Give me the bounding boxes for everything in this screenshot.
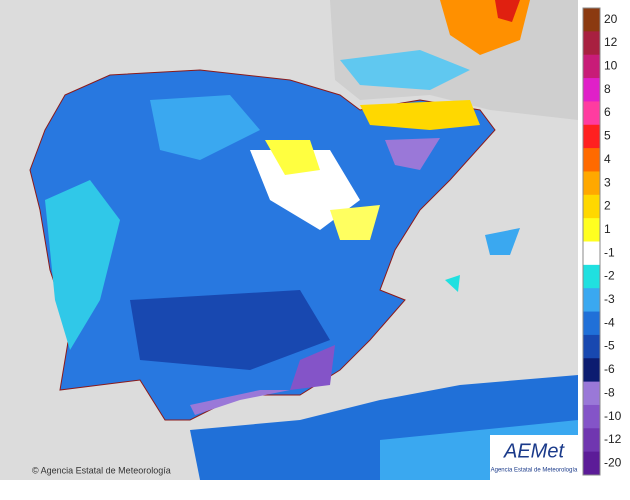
legend-swatch: [583, 8, 600, 32]
legend-label: -8: [604, 385, 615, 399]
legend-label: 10: [604, 59, 618, 73]
island: [445, 275, 460, 292]
legend-label: 4: [604, 152, 611, 166]
cool-area: [340, 50, 470, 90]
legend-label: -20: [604, 455, 622, 469]
legend-swatch: [583, 381, 600, 406]
legend-swatch: [583, 31, 600, 56]
legend-swatch: [583, 124, 600, 149]
legend-swatch: [583, 218, 600, 242]
legend-swatch: [583, 358, 600, 383]
legend-label: 8: [604, 82, 611, 96]
legend-label: 5: [604, 129, 611, 143]
legend-label: 3: [604, 175, 611, 189]
logo: AEMet: [503, 440, 565, 462]
lightblue-area: [150, 95, 260, 160]
legend-label: -12: [604, 432, 622, 446]
purple-area: [290, 345, 335, 390]
legend-swatch: [583, 428, 600, 453]
logo-subtitle: Agencia Estatal de Meteorología: [491, 468, 578, 474]
legend-swatch: [583, 101, 600, 126]
legend-label: 20: [604, 12, 618, 26]
legend-swatch: [583, 148, 600, 172]
legend-label: 12: [604, 35, 618, 49]
yellow-area: [360, 100, 480, 130]
hot-area: [495, 0, 520, 22]
legend-label: -5: [604, 339, 615, 353]
legend-label: 1: [604, 222, 611, 236]
legend-swatch: [583, 404, 600, 429]
legend-label: -6: [604, 362, 615, 376]
legend-label: 2: [604, 199, 611, 213]
legend-swatch: [583, 171, 600, 196]
legend-label: 6: [604, 105, 611, 119]
legend-label: -4: [604, 315, 615, 329]
purple-area: [385, 138, 440, 170]
legend-swatch: [583, 264, 600, 289]
logo-box: [490, 435, 578, 480]
cyan-area: [45, 180, 120, 350]
legend-swatch: [583, 288, 600, 313]
legend-swatch: [583, 241, 600, 266]
darkblue-area: [130, 290, 330, 370]
legend-swatch: [583, 194, 600, 219]
legend-swatch: [583, 451, 600, 476]
legend-label: -10: [604, 409, 622, 423]
legend-swatch: [583, 334, 600, 359]
island: [485, 228, 520, 255]
legend-label: -3: [604, 292, 615, 306]
yellow-area: [330, 205, 380, 240]
yellow-area: [265, 140, 320, 175]
legend-swatch: [583, 78, 600, 102]
copyright: © Agencia Estatal de Meteorología: [32, 465, 171, 475]
legend-swatch: [583, 54, 600, 79]
legend-frame: [582, 7, 601, 476]
legend-label: -2: [604, 269, 615, 283]
purple-area: [190, 390, 290, 415]
legend-swatch: [583, 311, 600, 336]
legend-label: -1: [604, 245, 615, 259]
legend: 20 12 10 8 6 5 4 3 2 1 -1 -2 -3 -4 -5 -6 -8 -10 -12 -20: [582, 7, 622, 476]
